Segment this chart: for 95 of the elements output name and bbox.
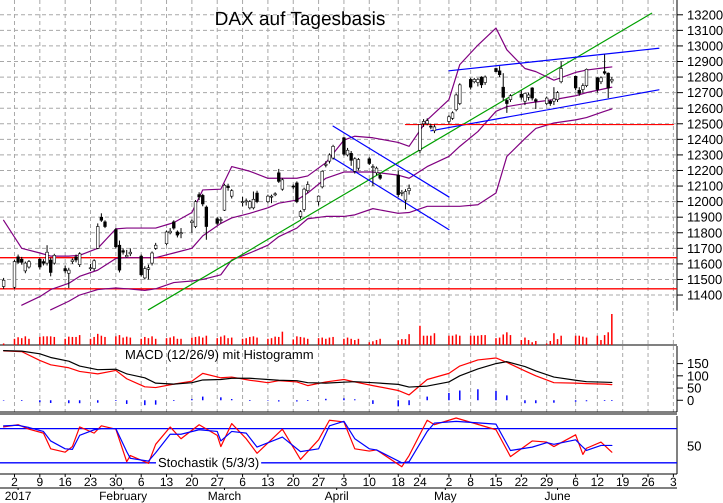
y-tick-label: 11600 (687, 256, 722, 272)
candlestick (252, 191, 256, 210)
y-tick-label: 13000 (687, 38, 723, 54)
x-tick-label: 30 (109, 475, 123, 489)
x2-tick-label: March (208, 489, 242, 503)
y-tick-label: 12800 (687, 70, 723, 85)
candlestick (150, 250, 154, 266)
candlestick (201, 193, 204, 207)
candlestick (502, 72, 505, 101)
candlestick (396, 170, 400, 198)
x-tick-label: 6 (239, 475, 246, 489)
candlestick (552, 86, 556, 106)
x-tick-label: 18 (392, 475, 406, 489)
candlestick (559, 60, 563, 84)
candlestick (96, 222, 100, 250)
candlestick (331, 144, 335, 160)
y-tick-label: 11500 (687, 272, 722, 288)
x-tick-label: 3 (670, 475, 678, 489)
x2-tick-label: May (434, 489, 457, 503)
y-tick-label: 12100 (687, 178, 723, 194)
candlestick (483, 75, 487, 86)
candlestick (78, 252, 82, 268)
y-tick-label: 12900 (687, 54, 723, 70)
x-tick-label: 13 (160, 475, 174, 489)
candlestick (520, 90, 523, 100)
line-series (21, 86, 612, 306)
line-series (3, 350, 612, 388)
x-tick-label: 22 (514, 475, 528, 489)
y-tick-label: 11900 (687, 210, 722, 225)
candlestick (342, 136, 346, 156)
y-tick-label: 12000 (687, 194, 723, 210)
candlestick (295, 180, 299, 204)
candlestick (164, 230, 168, 246)
y-tick-label: 11800 (687, 225, 722, 240)
candlestick (356, 158, 360, 171)
candlestick (38, 257, 42, 270)
annotation: MACD (12/26/9) mit Histogramm (125, 347, 314, 362)
x-tick-label: 2 (11, 475, 18, 489)
x-tick-label: 6 (138, 475, 145, 489)
candlestick (92, 258, 96, 272)
x-tick-label: 12 (590, 475, 604, 489)
candlestick (248, 200, 252, 210)
y-tick-label: 12400 (687, 132, 723, 147)
candlestick (179, 228, 183, 239)
y-tick-label: 12600 (687, 100, 723, 116)
candlestick (172, 220, 176, 230)
x2-tick-label: June (544, 489, 571, 503)
x-tick-label: 20 (286, 475, 300, 489)
x-tick-label: 13 (261, 475, 275, 489)
candlestick (140, 254, 143, 277)
candlestick (468, 77, 472, 90)
y-tick-label: 13200 (687, 7, 723, 22)
x-tick-label: 16 (58, 475, 72, 489)
x-tick-label: 19 (616, 475, 630, 489)
x-tick-label: 23 (84, 475, 98, 489)
y-tick-label: 11400 (687, 288, 722, 303)
x-tick-label: 24 (413, 475, 427, 489)
x-tick-label: 2 (446, 475, 453, 489)
y-tick-label: 12700 (687, 85, 723, 100)
annotation: Stochastik (5/3/3) (158, 455, 260, 470)
y-tick-label: 12200 (687, 163, 723, 178)
candlestick (523, 92, 527, 106)
x-tick-label: 20 (185, 475, 199, 489)
candlestick (320, 170, 324, 189)
y-tick-label: 12500 (687, 116, 723, 132)
candlestick (316, 194, 320, 206)
candlestick (240, 196, 244, 207)
x2-tick-label: February (99, 489, 148, 503)
y-tick-label: 11700 (687, 240, 722, 256)
x-tick-label: 8 (467, 475, 474, 489)
candlestick (230, 188, 234, 200)
x2-tick-label: 2017 (4, 489, 32, 503)
x-tick-label: 9 (36, 475, 44, 489)
x-tick-label: 27 (210, 475, 224, 489)
x-tick-label: 6 (572, 475, 580, 489)
x-tick-label: 29 (540, 475, 554, 489)
candlestick (404, 188, 408, 210)
candlestick (371, 164, 375, 187)
line-series (50, 108, 612, 310)
candlestick (67, 267, 70, 289)
x2-tick-label: April (324, 489, 349, 503)
x-tick-label: 3 (340, 475, 348, 489)
candlestick (24, 261, 27, 274)
x-tick-label: 15 (489, 475, 503, 489)
y-tick-label: 12300 (687, 147, 723, 162)
text: DAX auf Tagesbasis (214, 9, 386, 30)
x-tick-label: 10 (362, 475, 376, 489)
candlestick (204, 205, 208, 240)
line-series (3, 350, 612, 396)
x-tick-label: 27 (312, 475, 326, 489)
candlestick (556, 90, 560, 102)
candlestick (596, 76, 600, 94)
candlestick (2, 277, 6, 290)
x-tick-label: 26 (641, 475, 656, 489)
y-tick-label: 13100 (687, 22, 723, 38)
